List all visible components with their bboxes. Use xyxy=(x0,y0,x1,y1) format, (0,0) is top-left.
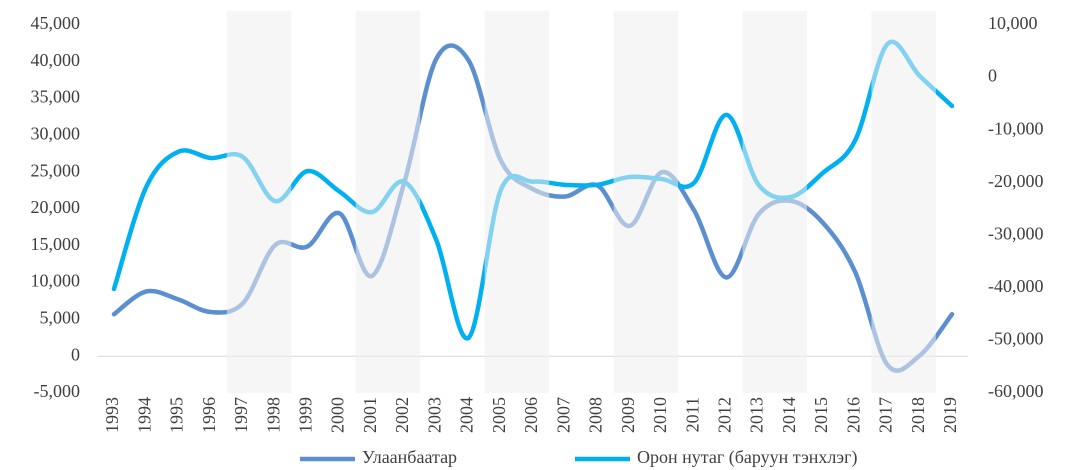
y2-tick-label: -60,000 xyxy=(988,381,1044,401)
y2-tick-label: -40,000 xyxy=(988,276,1044,296)
y-tick-label: 40,000 xyxy=(31,50,81,70)
x-tick-label: 1996 xyxy=(199,397,219,433)
shaded-band xyxy=(355,11,388,393)
y-tick-label: 10,000 xyxy=(31,271,81,291)
x-tick-label: 1998 xyxy=(263,397,283,433)
x-tick-label: 2019 xyxy=(940,397,960,433)
shaded-band xyxy=(613,11,646,393)
shaded-band xyxy=(226,11,260,393)
x-tick-label: 2016 xyxy=(843,397,863,433)
x-tick-label: 2007 xyxy=(553,397,573,433)
x-tick-label: 1995 xyxy=(167,397,187,433)
x-tick-label: 1997 xyxy=(231,397,251,433)
x-tick-label: 2004 xyxy=(457,397,477,433)
x-tick-label: 1999 xyxy=(296,397,316,433)
x-tick-label: 2001 xyxy=(360,397,380,433)
y-tick-label: 30,000 xyxy=(31,124,81,144)
shaded-band xyxy=(516,11,550,393)
y2-tick-label: -50,000 xyxy=(988,329,1044,349)
shaded-band xyxy=(259,11,292,393)
x-tick-label: 2003 xyxy=(424,397,444,433)
x-tick-label: 2013 xyxy=(747,397,767,433)
x-tick-label: 2009 xyxy=(618,397,638,433)
y-tick-label: 25,000 xyxy=(31,160,81,180)
x-tick-label: 2018 xyxy=(908,397,928,433)
y-tick-label: 0 xyxy=(71,344,80,364)
x-tick-label: 2008 xyxy=(586,397,606,433)
y-tick-label: 5,000 xyxy=(40,308,81,328)
x-tick-label: 2012 xyxy=(715,397,735,433)
y2-tick-label: -20,000 xyxy=(988,171,1044,191)
y-tick-label: 35,000 xyxy=(31,87,81,107)
x-tick-label: 2002 xyxy=(392,397,412,433)
shaded-band xyxy=(742,11,775,393)
x-tick-label: 2014 xyxy=(779,397,799,433)
legend-label: Улаанбаатар xyxy=(362,447,457,467)
y2-tick-label: -10,000 xyxy=(988,118,1044,138)
legend-label: Орон нутаг (баруун тэнхлэг) xyxy=(637,447,858,468)
x-tick-label: 2017 xyxy=(876,397,896,433)
y2-tick-label: 10,000 xyxy=(988,13,1038,33)
x-tick-label: 2011 xyxy=(682,397,702,432)
x-tick-label: 2000 xyxy=(328,397,348,433)
shaded-band xyxy=(903,11,936,393)
x-tick-label: 2005 xyxy=(489,397,509,433)
y-tick-label: -5,000 xyxy=(34,381,81,401)
x-tick-label: 2015 xyxy=(811,397,831,433)
shaded-band xyxy=(484,11,517,393)
y-tick-label: 45,000 xyxy=(31,13,81,33)
x-tick-label: 2006 xyxy=(521,397,541,433)
x-tick-label: 2010 xyxy=(650,397,670,433)
x-tick-label: 1993 xyxy=(102,397,122,433)
y-tick-label: 15,000 xyxy=(31,234,81,254)
shaded-band xyxy=(645,11,679,393)
shaded-band xyxy=(774,11,807,393)
y-tick-label: 20,000 xyxy=(31,197,81,217)
shaded-band xyxy=(871,11,904,393)
y2-tick-label: 0 xyxy=(988,66,997,86)
y2-tick-label: -30,000 xyxy=(988,223,1044,243)
x-tick-label: 1994 xyxy=(134,397,154,433)
shaded-band xyxy=(387,11,421,393)
